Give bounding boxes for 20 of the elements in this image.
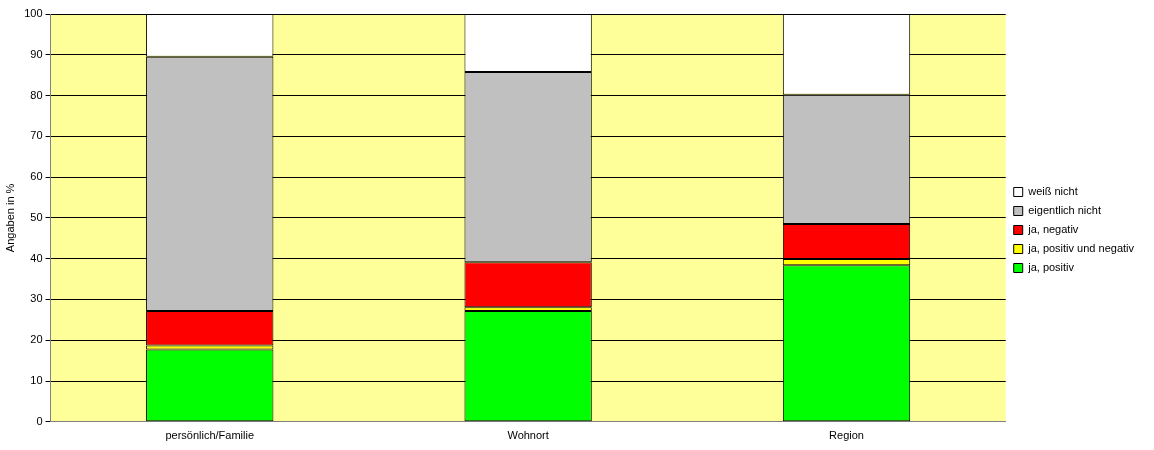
y-tick-label: 30 <box>30 292 43 305</box>
x-tick-label: Region <box>829 429 864 442</box>
y-tick-label: 70 <box>30 129 43 142</box>
y-tick-label: 80 <box>30 88 43 101</box>
y-tick-label: 10 <box>30 374 43 387</box>
y-tick-label: 100 <box>24 7 43 20</box>
y-axis-title: Angaben in % <box>3 183 16 253</box>
legend-label: eigentlich nicht <box>1028 204 1101 217</box>
legend-label: ja, negativ <box>1027 223 1079 236</box>
y-tick-label: 60 <box>30 170 43 183</box>
legend-label: ja, positiv <box>1027 261 1075 274</box>
y-tick-label: 0 <box>36 414 43 427</box>
y-tick-label: 20 <box>30 333 43 346</box>
y-tick-label: 40 <box>30 251 43 264</box>
x-tick-label: persönlich/Familie <box>165 429 255 442</box>
y-tick-label: 90 <box>30 47 43 60</box>
y-tick-label: 50 <box>30 210 43 223</box>
legend-label: weiß nicht <box>1027 185 1078 198</box>
legend-label: ja, positiv und negativ <box>1027 242 1135 255</box>
x-tick-label: Wohnort <box>507 429 549 442</box>
